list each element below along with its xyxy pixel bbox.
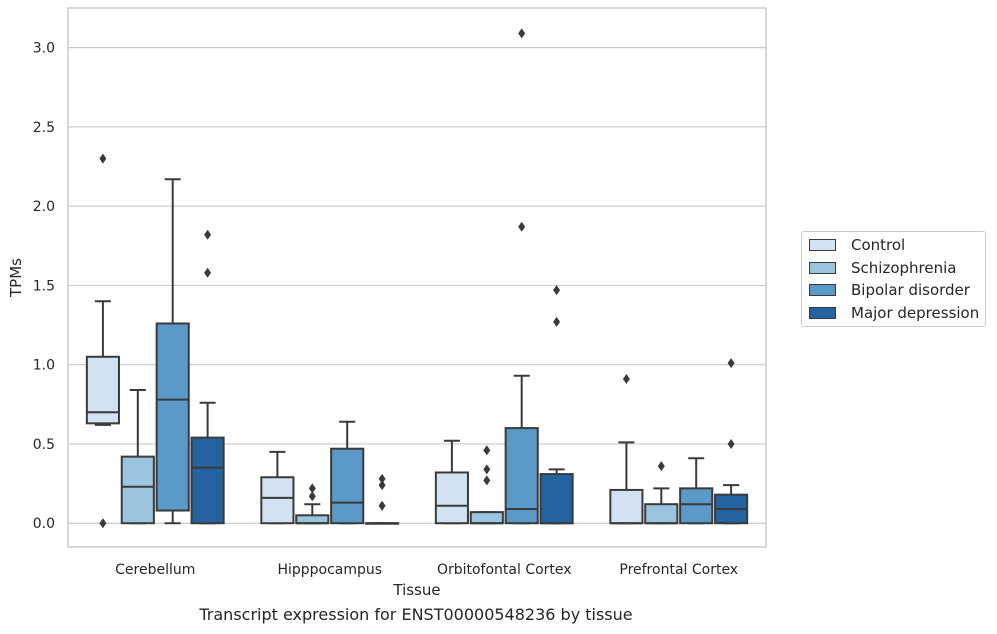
plot-frame: [67, 7, 767, 548]
outlier-point: [308, 483, 316, 494]
legend-label: Control: [851, 236, 906, 254]
outlier-point: [518, 221, 526, 232]
outlier-point: [99, 153, 107, 164]
legend-swatch: [809, 306, 836, 319]
y-tick-label: 2.0: [33, 199, 55, 215]
y-tick-label: 1.5: [33, 278, 55, 294]
box: [120, 455, 155, 525]
outlier-point: [483, 445, 491, 456]
legend-item: Bipolar disorder: [809, 281, 970, 299]
legend: Control Schizophrenia Bipolar disorder Majo…: [801, 231, 986, 327]
box: [609, 488, 644, 525]
legend-swatch: [809, 239, 836, 251]
box: [434, 471, 469, 525]
y-tick-label: 2.5: [33, 120, 55, 136]
outlier-point: [553, 285, 561, 296]
x-tick-label: Orbitofontal Cortex: [437, 562, 572, 578]
y-tick-label: 3.0: [33, 41, 55, 57]
box: [644, 503, 679, 525]
legend-label: Major depression: [851, 303, 980, 322]
box: [85, 355, 120, 425]
outlier-point: [483, 464, 491, 475]
legend-label: Schizophrenia: [851, 258, 957, 277]
x-tick-label: Cerebellum: [115, 562, 195, 578]
chart-caption: Transcript expression for ENST0000054823…: [199, 605, 633, 624]
box: [190, 436, 225, 525]
y-tick-label: 0.5: [33, 437, 55, 453]
outlier-point: [204, 267, 212, 278]
outlier-point: [727, 438, 735, 449]
outlier-point: [99, 518, 107, 529]
outlier-point: [483, 475, 491, 486]
box: [295, 514, 330, 525]
outlier-point: [622, 373, 630, 384]
legend-item: Major depression: [809, 304, 979, 322]
legend-swatch: [809, 261, 836, 274]
y-tick-label: 1.0: [33, 358, 55, 374]
outlier-point: [204, 229, 212, 240]
x-tick-label: Hipppocampus: [277, 562, 382, 578]
outlier-point: [308, 491, 316, 502]
y-tick-label: 0.0: [33, 516, 55, 532]
outlier-point: [378, 473, 386, 484]
box: [469, 511, 504, 525]
x-tick-label: Prefrontal Cortex: [619, 562, 738, 578]
legend-swatch: [809, 284, 836, 296]
box: [330, 447, 365, 525]
x-axis-title: Tissue: [392, 581, 440, 599]
outlier-point: [553, 316, 561, 327]
legend-item: Control: [809, 236, 905, 254]
box: [539, 473, 574, 525]
y-axis-title: TPMs: [7, 258, 25, 298]
legend-item: Schizophrenia: [809, 259, 956, 277]
outlier-point: [657, 461, 665, 472]
box: [260, 476, 295, 525]
outlier-point: [518, 28, 526, 39]
box: [679, 487, 714, 525]
outlier-point: [727, 358, 735, 369]
box: [155, 322, 190, 512]
box: [504, 427, 539, 525]
outlier-point: [378, 500, 386, 511]
outlier-point: [378, 480, 386, 491]
legend-label: Bipolar disorder: [851, 281, 970, 299]
